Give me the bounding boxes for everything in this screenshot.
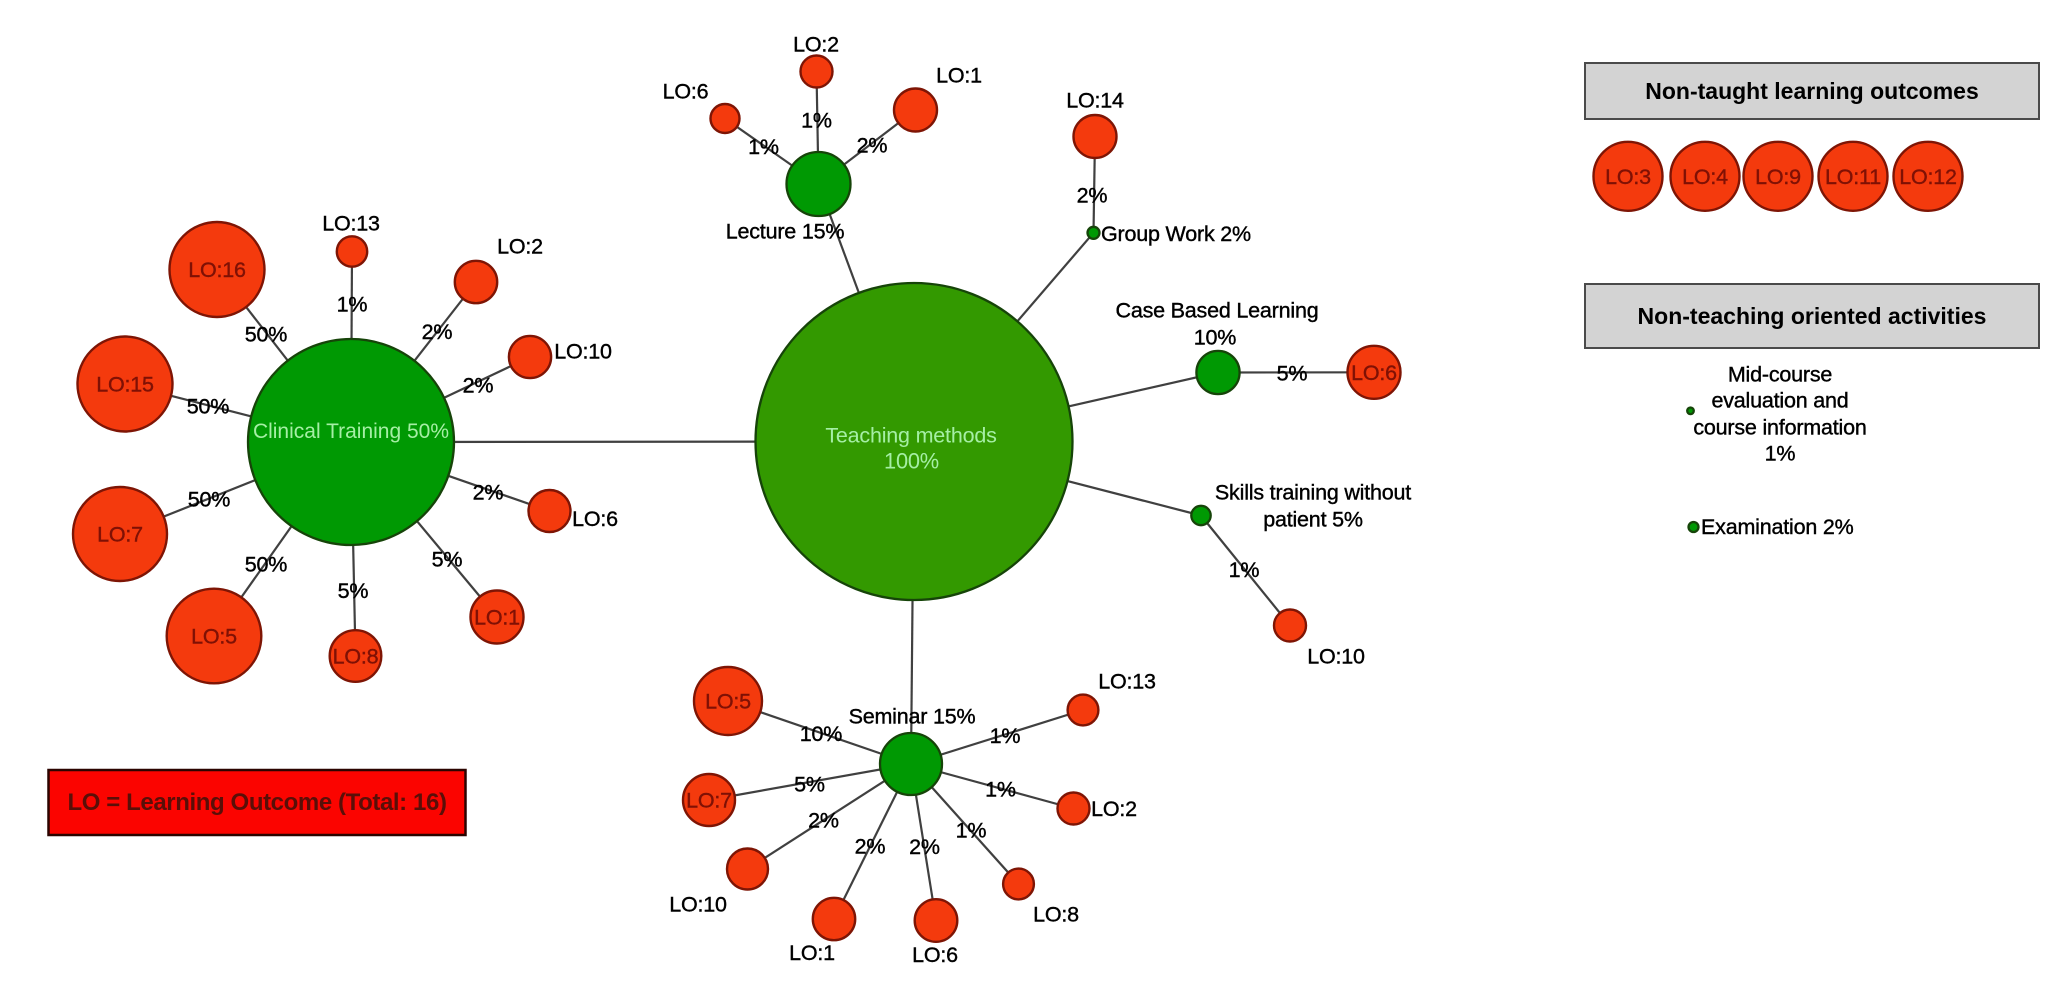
svg-text:2%: 2% <box>463 374 494 398</box>
svg-text:LO:1: LO:1 <box>474 606 520 630</box>
svg-text:LO:8: LO:8 <box>1033 903 1079 927</box>
svg-text:10%: 10% <box>800 722 843 746</box>
svg-text:5%: 5% <box>338 579 369 603</box>
svg-text:Seminar 15%: Seminar 15% <box>849 705 976 729</box>
svg-text:evaluation and: evaluation and <box>1711 389 1848 413</box>
svg-text:LO:7: LO:7 <box>97 523 143 547</box>
svg-text:10%: 10% <box>1194 326 1237 350</box>
svg-text:Case Based Learning: Case Based Learning <box>1116 299 1319 323</box>
svg-text:2%: 2% <box>855 835 886 859</box>
svg-text:LO:6: LO:6 <box>1351 361 1397 385</box>
svg-text:Lecture 15%: Lecture 15% <box>726 220 845 244</box>
svg-text:LO:8: LO:8 <box>333 645 379 669</box>
svg-text:5%: 5% <box>794 773 825 797</box>
svg-text:50%: 50% <box>188 488 231 512</box>
svg-text:1%: 1% <box>1765 442 1796 466</box>
svg-text:2%: 2% <box>422 320 453 344</box>
svg-text:LO:11: LO:11 <box>1825 165 1881 189</box>
svg-text:Non-taught learning outcomes: Non-taught learning outcomes <box>1645 78 1979 104</box>
svg-text:Skills training without: Skills training without <box>1215 481 1411 505</box>
svg-text:LO:10: LO:10 <box>669 893 727 917</box>
svg-text:LO:10: LO:10 <box>1307 645 1365 669</box>
svg-text:LO:2: LO:2 <box>1091 797 1137 821</box>
svg-text:Clinical Training 50%: Clinical Training 50% <box>253 420 449 443</box>
svg-text:50%: 50% <box>245 553 288 577</box>
svg-text:LO:9: LO:9 <box>1755 165 1801 189</box>
svg-text:LO:13: LO:13 <box>1098 670 1156 694</box>
svg-text:LO:15: LO:15 <box>96 373 154 397</box>
svg-text:LO:2: LO:2 <box>497 235 543 259</box>
svg-text:LO:6: LO:6 <box>572 507 618 531</box>
svg-text:1%: 1% <box>956 819 987 843</box>
svg-text:Mid-course: Mid-course <box>1728 363 1832 387</box>
svg-text:LO:16: LO:16 <box>188 258 246 282</box>
svg-text:LO:5: LO:5 <box>705 690 751 714</box>
svg-text:1%: 1% <box>990 724 1021 748</box>
svg-text:50%: 50% <box>187 395 230 419</box>
svg-text:Examination 2%: Examination 2% <box>1701 515 1854 539</box>
svg-text:2%: 2% <box>473 481 504 505</box>
svg-text:50%: 50% <box>245 323 288 347</box>
svg-text:LO:13: LO:13 <box>322 212 380 236</box>
svg-text:1%: 1% <box>1229 558 1260 582</box>
svg-text:course information: course information <box>1693 416 1866 440</box>
svg-text:LO:10: LO:10 <box>554 340 612 364</box>
svg-text:1%: 1% <box>748 135 779 159</box>
svg-text:LO:6: LO:6 <box>912 943 958 967</box>
svg-text:2%: 2% <box>808 809 839 833</box>
svg-text:5%: 5% <box>432 548 463 572</box>
svg-text:1%: 1% <box>801 109 832 133</box>
svg-text:LO:7: LO:7 <box>686 789 732 813</box>
svg-text:5%: 5% <box>1277 362 1308 386</box>
svg-text:LO:5: LO:5 <box>191 625 237 649</box>
svg-text:LO:1: LO:1 <box>936 64 982 88</box>
svg-text:Group Work 2%: Group Work 2% <box>1101 222 1251 246</box>
svg-text:100%: 100% <box>884 449 939 474</box>
svg-text:1%: 1% <box>337 293 368 317</box>
svg-text:LO = Learning Outcome (Total:: LO = Learning Outcome (Total: 16) <box>67 789 446 816</box>
svg-text:2%: 2% <box>909 835 940 859</box>
svg-text:patient 5%: patient 5% <box>1263 508 1363 532</box>
svg-text:1%: 1% <box>985 778 1016 802</box>
svg-text:LO:14: LO:14 <box>1066 89 1124 113</box>
svg-text:LO:6: LO:6 <box>663 80 709 104</box>
svg-text:Non-teaching oriented activiti: Non-teaching oriented activities <box>1638 303 1987 329</box>
svg-text:LO:3: LO:3 <box>1605 165 1651 189</box>
svg-text:2%: 2% <box>1077 184 1108 208</box>
svg-text:LO:12: LO:12 <box>1899 165 1957 189</box>
svg-text:Teaching methods: Teaching methods <box>825 424 996 448</box>
svg-text:LO:1: LO:1 <box>789 941 835 965</box>
svg-text:LO:4: LO:4 <box>1682 165 1728 189</box>
svg-text:2%: 2% <box>857 134 888 158</box>
svg-text:LO:2: LO:2 <box>793 33 839 57</box>
